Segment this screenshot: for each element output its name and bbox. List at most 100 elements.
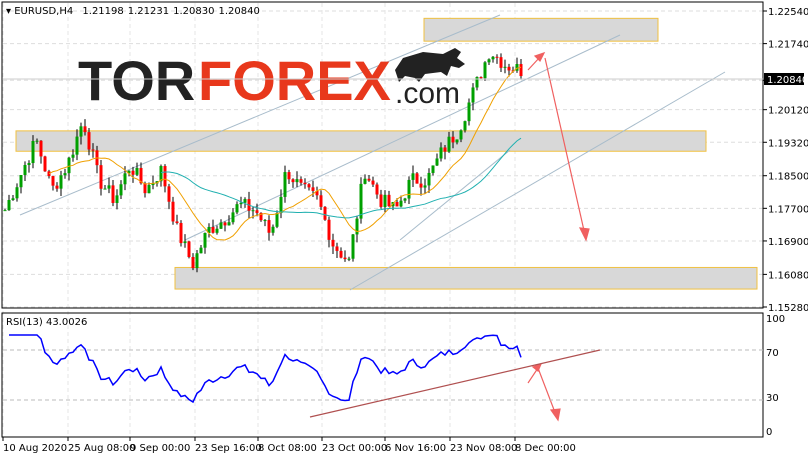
candle — [299, 179, 303, 183]
rsi-levels — [3, 349, 763, 401]
candle — [163, 166, 167, 187]
candle — [371, 180, 375, 185]
candle — [143, 183, 147, 194]
candle — [223, 222, 227, 226]
candle — [231, 212, 235, 223]
candle — [475, 77, 479, 88]
time-tick: 8 Dec 00:00 — [515, 443, 576, 454]
candle — [279, 196, 283, 214]
candle — [367, 178, 371, 181]
price-zone — [15, 130, 707, 152]
bull-icon — [395, 48, 465, 82]
candle — [443, 147, 447, 152]
candle — [423, 185, 427, 188]
price-tick: 1.20120 — [768, 106, 808, 117]
candle — [407, 179, 411, 199]
time-tick: 23 Oct 00:00 — [322, 443, 387, 454]
candle — [483, 62, 487, 79]
main-pane[interactable] — [1, 1, 764, 309]
candle — [323, 206, 327, 220]
candle — [27, 163, 31, 166]
candle — [91, 149, 95, 151]
logo: TOR FOREX .com — [78, 48, 465, 112]
candle — [355, 218, 359, 235]
candle — [235, 204, 239, 213]
candle — [63, 173, 67, 176]
candle — [251, 210, 255, 212]
candle — [331, 239, 335, 247]
candle — [59, 175, 63, 189]
candle — [267, 220, 271, 233]
candle — [55, 185, 59, 189]
candle — [295, 179, 299, 183]
candle — [375, 184, 379, 195]
chart-header: ▾ EURUSD,H4 1.21198 1.21231 1.20830 1.20840 — [6, 6, 260, 17]
candle — [307, 184, 311, 188]
candle — [123, 173, 127, 185]
candle — [215, 228, 219, 233]
candle — [35, 140, 39, 142]
candle — [335, 246, 339, 251]
time-tick: 6 Nov 16:00 — [385, 443, 446, 454]
candle — [83, 126, 87, 133]
candle — [15, 187, 19, 199]
candle — [455, 139, 459, 143]
price-axis[interactable]: 1.22540 1.21740 1.20120 1.19320 1.18500 1.177… — [763, 7, 808, 314]
candle — [479, 77, 483, 79]
candle — [179, 222, 183, 244]
candle — [271, 226, 275, 233]
candle — [187, 241, 191, 258]
candle — [23, 165, 27, 176]
ma-slow-line — [160, 137, 522, 219]
rsi-trendline — [309, 349, 601, 418]
candle — [3, 210, 7, 212]
candle — [183, 241, 187, 244]
candle — [451, 136, 455, 143]
time-tick: 8 Oct 08:00 — [258, 443, 317, 454]
candle — [135, 167, 139, 175]
current-price-label: 1.20840 — [767, 75, 808, 86]
candle — [71, 154, 75, 158]
candle — [67, 157, 71, 174]
candle — [7, 200, 11, 211]
candle — [351, 234, 355, 259]
svg-text:FOREX: FOREX — [198, 49, 391, 112]
price-tick: 1.17700 — [768, 204, 808, 215]
candle — [79, 126, 83, 137]
candle — [39, 140, 43, 157]
candle — [427, 172, 431, 186]
price-tick: 1.22540 — [768, 7, 808, 18]
price-zone — [174, 266, 758, 290]
candle — [239, 202, 243, 205]
candle — [259, 212, 263, 221]
candle — [467, 102, 471, 122]
candle — [171, 201, 175, 222]
candle — [147, 185, 151, 194]
candle — [191, 257, 195, 269]
candle — [159, 166, 163, 182]
rsi-title: RSI(13) 43.0026 — [6, 317, 87, 328]
support-resistance-zones — [15, 17, 758, 290]
candle — [339, 250, 343, 258]
candle — [399, 200, 403, 207]
candle — [283, 172, 287, 197]
candle — [211, 226, 215, 233]
time-axis[interactable]: 10 Aug 2020 25 Aug 08:009 Sep 00:00 23 Sep… — [2, 437, 576, 454]
candle — [515, 64, 519, 71]
price-tick: 1.15280 — [768, 303, 808, 314]
svg-text:TOR: TOR — [78, 49, 195, 112]
candle — [499, 57, 503, 68]
candle — [503, 66, 507, 68]
candle — [495, 56, 499, 58]
candle — [11, 198, 15, 201]
candle — [411, 173, 415, 180]
candle — [127, 170, 131, 174]
candle — [31, 140, 35, 164]
rsi-line — [9, 334, 522, 404]
rsi-pane[interactable] — [1, 312, 764, 438]
dropdown-icon: ▾ — [6, 6, 14, 17]
rsi-tick: 30 — [766, 393, 779, 404]
candles — [3, 53, 523, 273]
